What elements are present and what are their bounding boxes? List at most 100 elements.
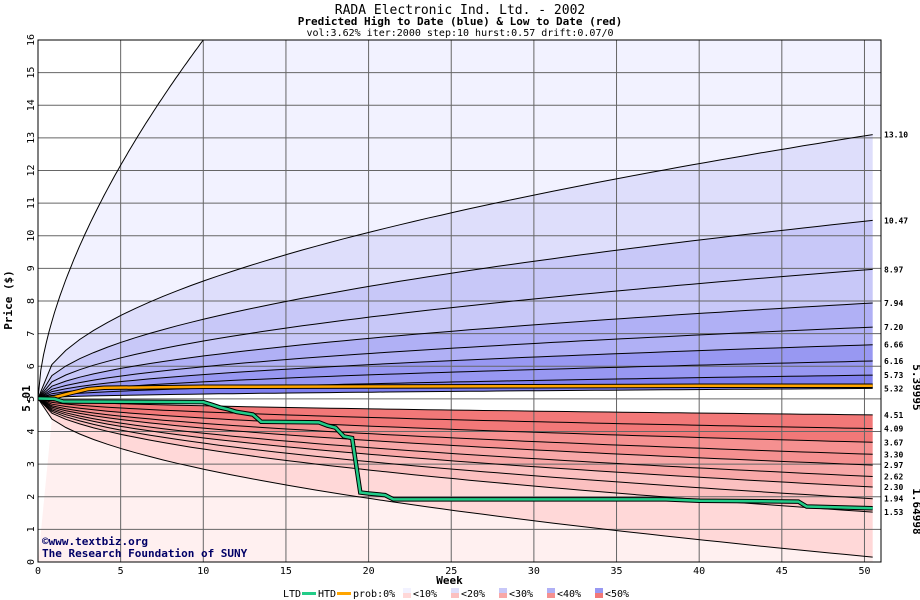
y-tick-15: 15 — [26, 67, 37, 79]
band-label-low-0: 4.51 — [884, 411, 903, 420]
y-tick-12: 12 — [26, 164, 37, 176]
chart-title: RADA Electronic Ind. Ltd. - 2002 — [334, 3, 586, 18]
band-boundary-9 — [37, 387, 873, 399]
x-tick-5: 5 — [118, 566, 124, 577]
y-tick-10: 10 — [26, 230, 37, 242]
band-low-1 — [38, 398, 873, 558]
band-label-high-0: 13.10 — [884, 131, 908, 140]
x-tick-40: 40 — [693, 566, 705, 577]
legend-band-2-blue — [499, 588, 507, 593]
x-tick-0: 0 — [35, 566, 41, 577]
band-low-0 — [38, 419, 873, 562]
band-end-labels: 13.10 10.47 8.97 7.94 7.20 6.66 6.16 5.73 5.32 4.… — [884, 131, 908, 517]
band-boundary-3 — [37, 268, 873, 399]
legend-band-0-label: <10% — [413, 589, 437, 600]
y-tick-8: 8 — [26, 298, 37, 304]
band-high-8 — [38, 361, 873, 399]
band-label-high-2: 8.97 — [884, 265, 903, 274]
band-boundary-0 — [37, 39, 204, 399]
legend-band-0-red — [403, 593, 411, 598]
band-boundary-17 — [37, 398, 873, 500]
y-tick-11: 11 — [26, 197, 37, 209]
legend-band-4-blue — [595, 588, 603, 593]
ltd-line — [37, 397, 873, 510]
band-boundary-6 — [37, 344, 873, 399]
band-boundary-5 — [37, 326, 873, 399]
y-tick-5: 5 — [26, 396, 37, 402]
y-tick-1: 1 — [26, 526, 37, 532]
x-axis-label: Week — [436, 574, 463, 587]
legend: LTD HTD prob:0% <10% <20% <30% <40% <50% — [283, 588, 629, 600]
band-boundary-13 — [37, 398, 873, 455]
plot-frame — [37, 39, 882, 563]
legend-band-1-label: <20% — [461, 589, 485, 600]
band-label-low-4: 2.97 — [884, 461, 903, 470]
x-tick-labels: 0 5 10 15 20 25 30 35 40 45 50 — [35, 566, 871, 577]
htd-line — [37, 384, 873, 400]
legend-prob-label: prob:0% — [353, 589, 395, 600]
band-label-low-8: 1.53 — [884, 508, 903, 517]
y-tick-0: 0 — [26, 559, 37, 565]
band-low-9 — [38, 398, 873, 429]
y-tick-4: 4 — [26, 428, 37, 434]
band-label-high-5: 6.66 — [884, 341, 903, 350]
legend-band-2-red — [499, 593, 507, 598]
x-tick-15: 15 — [280, 566, 292, 577]
band-high-3 — [38, 220, 873, 399]
x-tick-20: 20 — [363, 566, 375, 577]
band-low-7 — [38, 398, 873, 455]
x-tick-45: 45 — [776, 566, 788, 577]
band-label-high-1: 10.47 — [884, 216, 908, 225]
band-high-6 — [38, 327, 873, 399]
band-label-low-3: 3.30 — [884, 450, 903, 459]
band-boundary-15 — [37, 398, 873, 477]
y-tick-9: 9 — [26, 265, 37, 271]
start-price-label: 5.01 — [20, 385, 33, 412]
credit-copyright: ©www.textbiz.org — [42, 535, 148, 548]
band-high-outer — [38, 40, 873, 399]
band-boundary-16 — [37, 398, 873, 488]
legend-htd-label: HTD — [318, 589, 336, 600]
band-boundaries — [37, 39, 873, 558]
credit-org: The Research Foundation of SUNY — [42, 547, 248, 560]
chart-subtitle: Predicted High to Date (blue) & Low to D… — [297, 15, 623, 28]
htd-value-label: 5.39995 — [910, 364, 920, 410]
band-boundary-11 — [37, 398, 873, 430]
band-label-high-8: 5.32 — [884, 384, 903, 393]
band-boundary-7 — [37, 360, 873, 399]
band-high-4 — [38, 269, 873, 399]
x-tick-25: 25 — [445, 566, 457, 577]
band-high-5 — [38, 303, 873, 399]
band-low-4 — [38, 398, 873, 487]
grid-lines — [37, 39, 881, 563]
y-tick-14: 14 — [26, 99, 37, 111]
x-tick-10: 10 — [197, 566, 209, 577]
y-tick-13: 13 — [26, 132, 37, 144]
legend-ltd-swatch — [302, 592, 316, 595]
legend-band-1-red — [451, 593, 459, 598]
band-label-low-1: 4.09 — [884, 425, 903, 434]
band-label-high-6: 6.16 — [884, 357, 903, 366]
band-boundary-10 — [37, 398, 873, 416]
band-label-high-3: 7.94 — [884, 299, 903, 308]
band-boundary-19 — [37, 398, 873, 558]
band-low-5 — [38, 398, 873, 477]
band-label-high-7: 5.73 — [884, 371, 903, 380]
legend-band-3-blue — [547, 588, 555, 593]
y-axis-label: Price ($) — [2, 270, 15, 330]
x-tick-35: 35 — [611, 566, 623, 577]
band-label-low-7: 1.94 — [884, 495, 903, 504]
legend-band-3-red — [547, 593, 555, 598]
band-high-1 — [38, 40, 873, 399]
band-label-low-2: 3.67 — [884, 438, 903, 447]
y-tick-3: 3 — [26, 461, 37, 467]
x-tick-30: 30 — [528, 566, 540, 577]
legend-ltd-label: LTD — [283, 589, 301, 600]
band-label-low-6: 2.30 — [884, 483, 903, 492]
legend-band-0-blue — [403, 588, 411, 593]
series-lines — [37, 383, 873, 511]
x-tick-50: 50 — [858, 566, 870, 577]
band-boundary-12 — [37, 398, 873, 443]
